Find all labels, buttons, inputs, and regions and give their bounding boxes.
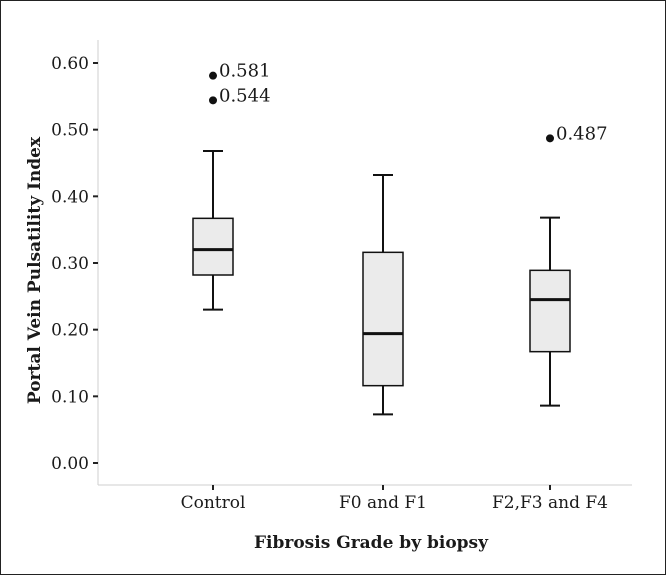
x-tick-label: F2,F3 and F4: [492, 493, 608, 513]
x-axis-title: Fibrosis Grade by biopsy: [254, 533, 489, 553]
y-tick-label: 0.20: [51, 321, 89, 341]
outlier-point: [546, 134, 554, 143]
outlier-label: 0.581: [219, 61, 271, 82]
outlier-label: 0.544: [219, 85, 271, 106]
y-tick-label: 0.30: [51, 254, 89, 274]
y-tick-label: 0.40: [51, 187, 89, 207]
y-axis-title: Portal Vein Pulsatility Index: [25, 136, 45, 404]
boxes: 0.581 0.544 0.487: [192, 61, 608, 416]
y-tick-label: 0.50: [51, 121, 89, 141]
x-tick-label: F0 and F1: [339, 493, 427, 513]
outlier-label: 0.487: [556, 123, 608, 144]
iqr-box: [192, 217, 234, 276]
y-tick-label: 0.10: [51, 387, 89, 407]
box-group: 0.581 0.544: [192, 61, 271, 311]
y-tick-label: 0.00: [51, 454, 89, 474]
x-axis: Control F0 and F1 F2,F3 and F4: [98, 484, 632, 513]
y-axis: 0.00 0.10 0.20 0.30 0.40 0.50 0.60: [51, 40, 99, 485]
iqr-box: [362, 251, 404, 387]
box-group: 0.487: [529, 123, 608, 407]
box-group: [362, 173, 404, 416]
iqr-box: [529, 269, 571, 353]
outlier-point: [209, 96, 217, 105]
outlier-point: [209, 71, 217, 80]
x-tick-label: Control: [181, 493, 246, 513]
y-tick-label: 0.60: [51, 54, 89, 74]
